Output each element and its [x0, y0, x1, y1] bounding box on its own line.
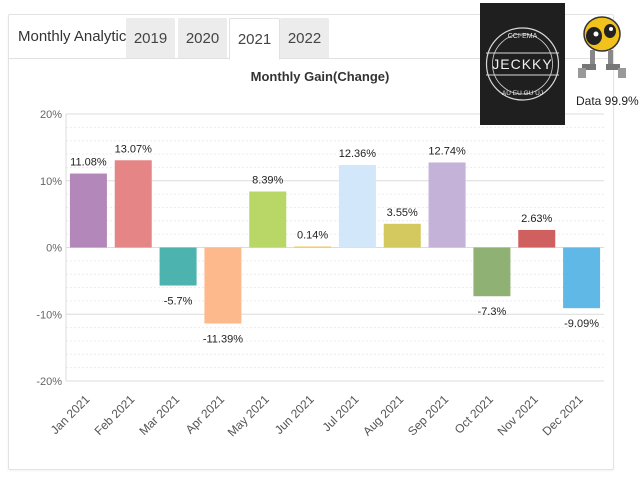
- tab-2022[interactable]: 2022: [280, 18, 329, 58]
- jeckky-logo: CCI-EMA JECKKY AU EU GU UJ: [480, 3, 565, 125]
- bar: [249, 191, 287, 248]
- x-tick-label: Feb 2021: [92, 392, 138, 438]
- bar: [114, 160, 152, 248]
- bar: [428, 162, 466, 248]
- bars: [69, 160, 601, 324]
- bar: [294, 246, 332, 248]
- data-label: 11.08%: [70, 157, 107, 169]
- tab-2019[interactable]: 2019: [126, 18, 175, 58]
- y-axis: 20% 10% 0% -10% -20%: [36, 109, 62, 388]
- bar: [204, 247, 242, 324]
- mascot-icon: [570, 6, 638, 86]
- bar: [518, 229, 556, 248]
- bar: [159, 247, 197, 286]
- data-label: 8.39%: [252, 174, 283, 186]
- bar: [563, 247, 601, 309]
- grid-lines: [65, 113, 604, 382]
- tab-2020[interactable]: 2020: [178, 18, 227, 58]
- x-tick-label: Jul 2021: [320, 392, 362, 434]
- y-tick-label: 0%: [46, 243, 62, 255]
- data-label: 12.74%: [428, 145, 466, 157]
- bar: [338, 164, 376, 248]
- x-tick-label: Mar 2021: [136, 392, 182, 438]
- bar: [473, 247, 511, 297]
- tab-2021[interactable]: 2021: [229, 18, 280, 60]
- data-label: 3.55%: [387, 207, 418, 219]
- x-tick-label: Nov 2021: [495, 392, 541, 438]
- data-label: 12.36%: [339, 148, 377, 160]
- y-tick-label: -20%: [36, 376, 62, 388]
- x-tick-label: May 2021: [225, 392, 272, 439]
- logo-name: JECKKY: [492, 56, 552, 72]
- bar: [69, 173, 107, 248]
- data-label: -11.39%: [203, 334, 243, 346]
- y-tick-label: 10%: [40, 176, 62, 188]
- data-label: 2.63%: [521, 213, 552, 225]
- x-tick-label: Dec 2021: [539, 392, 585, 438]
- bar: [383, 223, 421, 248]
- logo-ring-top: CCI-EMA: [508, 33, 538, 40]
- x-tick-label: Apr 2021: [183, 392, 228, 437]
- x-tick-label: Jun 2021: [272, 392, 317, 437]
- y-tick-label: 20%: [40, 109, 62, 121]
- bar-labels: 11.08% 13.07% -5.7% -11.39% 8.39% 0.14% 12.36%…: [70, 143, 599, 345]
- y-tick-label: -10%: [36, 309, 62, 321]
- tab-bar: Monthly Analytics 2019 2020 2021 2022: [8, 16, 612, 60]
- panel-title: Monthly Analytics: [18, 28, 134, 45]
- data-label: -9.09%: [564, 318, 599, 330]
- logo-ring-bottom: AU EU GU UJ: [502, 90, 543, 97]
- data-label: 13.07%: [115, 143, 153, 155]
- data-label: -5.7%: [164, 296, 193, 308]
- data-label: 0.14%: [297, 230, 328, 242]
- x-tick-label: Aug 2021: [360, 392, 406, 438]
- x-tick-label: Jan 2021: [48, 392, 93, 437]
- chart-title: Monthly Gain(Change): [250, 69, 390, 84]
- x-tick-label: Sep 2021: [405, 392, 451, 438]
- logo-caption: Data 99.9%: [576, 94, 639, 108]
- data-label: -7.3%: [478, 306, 507, 318]
- x-tick-label: Oct 2021: [452, 392, 497, 437]
